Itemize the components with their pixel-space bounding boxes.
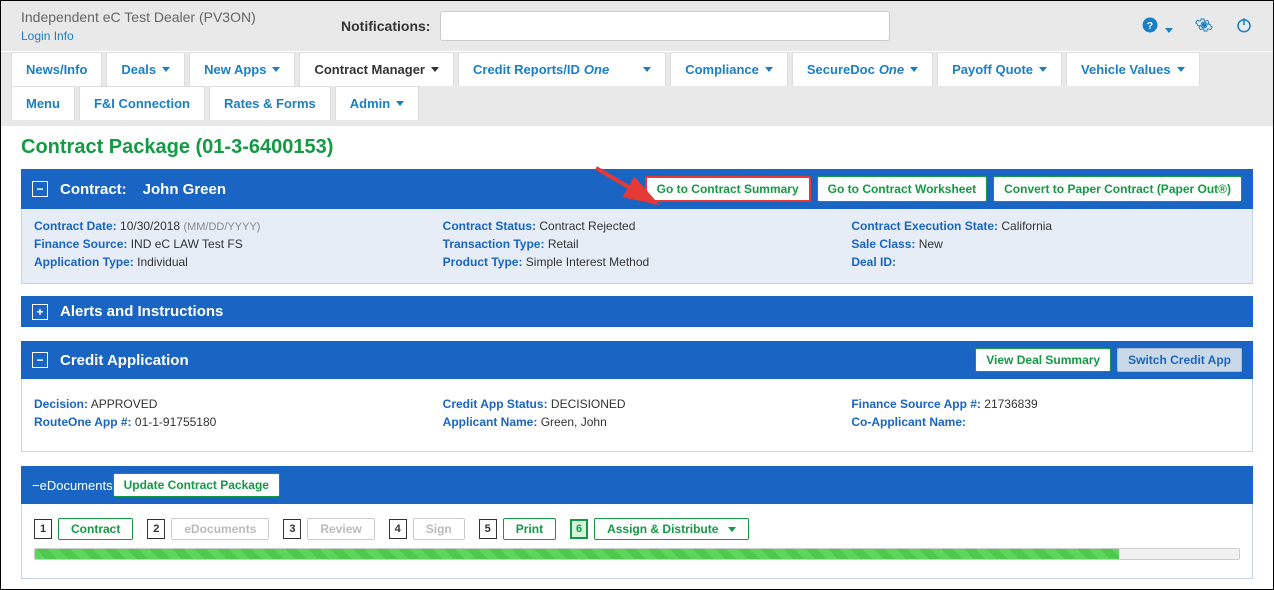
- credit-section-bar: − Credit Application View Deal Summary S…: [21, 341, 1253, 379]
- contract-status-value: Contract Rejected: [539, 219, 635, 233]
- help-icon[interactable]: ?: [1141, 16, 1173, 37]
- nav-compliance[interactable]: Compliance: [670, 52, 788, 86]
- notifications-input[interactable]: [440, 11, 890, 41]
- contract-bar-label: Contract:: [60, 181, 127, 198]
- nav-credit-reports-id[interactable]: Credit Reports/IDOne: [458, 52, 666, 86]
- step-btn-review: Review: [307, 518, 374, 540]
- progress-bar: [34, 548, 1240, 560]
- contract-section-bar: − Contract: John Green Go to Contract Su…: [21, 169, 1253, 209]
- deal-id-label: Deal ID:: [851, 255, 896, 269]
- step-num-1: 1: [34, 519, 52, 539]
- step-btn-edocuments: eDocuments: [171, 518, 269, 540]
- routeone-app-label: RouteOne App #:: [34, 415, 132, 429]
- product-type-label: Product Type:: [443, 255, 523, 269]
- contract-status-label: Contract Status:: [443, 219, 536, 233]
- switch-credit-app-button[interactable]: Switch Credit App: [1117, 348, 1242, 372]
- edoc-toggle-icon[interactable]: −: [32, 478, 40, 493]
- product-type-value: Simple Interest Method: [526, 255, 649, 269]
- finance-source-app-label: Finance Source App #:: [851, 397, 981, 411]
- credit-app-status-value: DECISIONED: [551, 397, 626, 411]
- nav-payoff-quote[interactable]: Payoff Quote: [937, 52, 1062, 86]
- nav-securedoc[interactable]: SecureDocOne: [792, 52, 933, 86]
- step-num-5: 5: [479, 519, 497, 539]
- step-btn-assign-distribute[interactable]: Assign & Distribute: [594, 518, 749, 540]
- alerts-section-bar: + Alerts and Instructions: [21, 296, 1253, 327]
- decision-value: APPROVED: [91, 397, 158, 411]
- application-type-label: Application Type:: [34, 255, 134, 269]
- credit-toggle-icon[interactable]: −: [32, 352, 48, 368]
- step-num-6: 6: [570, 519, 588, 539]
- step-btn-contract[interactable]: Contract: [58, 518, 133, 540]
- contract-toggle-icon[interactable]: −: [32, 181, 48, 197]
- nav-f-i-connection[interactable]: F&I Connection: [79, 86, 205, 120]
- go-to-contract-summary-button[interactable]: Go to Contract Summary: [645, 176, 811, 202]
- transaction-type-value: Retail: [548, 237, 579, 251]
- nav-new-apps[interactable]: New Apps: [189, 52, 295, 86]
- update-contract-package-button[interactable]: Update Contract Package: [113, 473, 280, 497]
- svg-text:?: ?: [1147, 19, 1153, 31]
- view-deal-summary-button[interactable]: View Deal Summary: [975, 348, 1111, 372]
- sale-class-value: New: [919, 237, 943, 251]
- nav-contract-manager[interactable]: Contract Manager: [299, 52, 454, 86]
- alerts-toggle-icon[interactable]: +: [32, 304, 48, 320]
- applicant-name-value: Green, John: [541, 415, 607, 429]
- application-type-value: Individual: [137, 255, 188, 269]
- step-btn-sign: Sign: [413, 518, 465, 540]
- step-num-2: 2: [147, 519, 165, 539]
- edoc-title: eDocuments: [40, 478, 113, 493]
- page-title: Contract Package (01-3-6400153): [21, 136, 1253, 159]
- nav-menu[interactable]: Menu: [11, 86, 75, 120]
- dealer-name: Independent eC Test Dealer (PV3ON): [21, 9, 341, 25]
- contract-date-value: 10/30/2018: [120, 219, 180, 233]
- gear-icon[interactable]: [1195, 16, 1213, 37]
- co-applicant-label: Co-Applicant Name:: [851, 415, 966, 429]
- alerts-title: Alerts and Instructions: [60, 303, 223, 320]
- nav-news-info[interactable]: News/Info: [11, 52, 102, 86]
- step-num-4: 4: [389, 519, 407, 539]
- contract-date-hint: (MM/DD/YYYY): [183, 221, 260, 233]
- transaction-type-label: Transaction Type:: [443, 237, 545, 251]
- contract-date-label: Contract Date:: [34, 219, 117, 233]
- nav-rates-forms[interactable]: Rates & Forms: [209, 86, 331, 120]
- edocuments-section-bar: − eDocuments Update Contract Package: [21, 466, 1253, 504]
- nav-deals[interactable]: Deals: [106, 52, 185, 86]
- notifications-label: Notifications:: [341, 18, 430, 34]
- step-btn-print[interactable]: Print: [503, 518, 556, 540]
- convert-to-paper-button[interactable]: Convert to Paper Contract (Paper Out®): [993, 176, 1242, 202]
- sale-class-label: Sale Class:: [851, 237, 915, 251]
- login-info-link[interactable]: Login Info: [21, 29, 341, 43]
- finance-source-value: IND eC LAW Test FS: [131, 237, 243, 251]
- execution-state-label: Contract Execution State:: [851, 219, 998, 233]
- execution-state-value: California: [1001, 219, 1052, 233]
- nav-admin[interactable]: Admin: [335, 86, 419, 120]
- power-icon[interactable]: [1235, 16, 1253, 37]
- nav-vehicle-values[interactable]: Vehicle Values: [1066, 52, 1200, 86]
- go-to-contract-worksheet-button[interactable]: Go to Contract Worksheet: [817, 176, 987, 202]
- contract-customer-name: John Green: [143, 181, 226, 198]
- applicant-name-label: Applicant Name:: [443, 415, 538, 429]
- finance-source-app-value: 21736839: [984, 397, 1037, 411]
- finance-source-label: Finance Source:: [34, 237, 127, 251]
- step-num-3: 3: [283, 519, 301, 539]
- routeone-app-value: 01-1-91755180: [135, 415, 216, 429]
- credit-app-status-label: Credit App Status:: [443, 397, 548, 411]
- credit-title: Credit Application: [60, 352, 189, 369]
- decision-label: Decision:: [34, 397, 88, 411]
